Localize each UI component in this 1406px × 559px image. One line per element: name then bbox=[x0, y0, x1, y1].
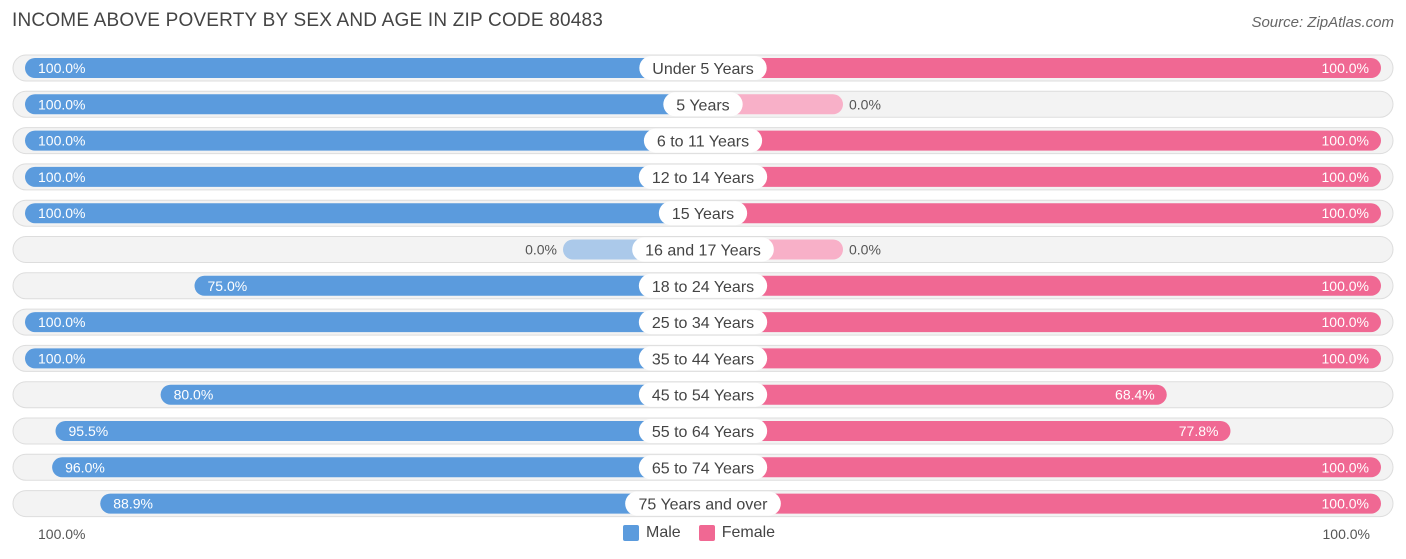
chart-title: INCOME ABOVE POVERTY BY SEX AND AGE IN Z… bbox=[12, 10, 604, 31]
category-pill-18-to-24-years bbox=[638, 273, 768, 298]
male-value-5-years: 100.0% bbox=[38, 96, 85, 112]
female-bar-18-to-24-years bbox=[703, 275, 1381, 296]
category-pill-75-years-and-over bbox=[625, 491, 781, 516]
category-pill-35-to-44-years bbox=[638, 346, 768, 371]
male-bar-18-to-24-years bbox=[194, 275, 703, 296]
female-bar-45-to-54-years bbox=[703, 384, 1167, 405]
category-label-25-to-34-years: 25 to 34 Years bbox=[652, 315, 754, 332]
male-value-under-5-years: 100.0% bbox=[38, 60, 85, 76]
category-label-16-and-17-years: 16 and 17 Years bbox=[645, 243, 761, 260]
male-value-18-to-24-years: 75.0% bbox=[208, 278, 248, 294]
category-label-55-to-64-years: 55 to 64 Years bbox=[652, 424, 754, 441]
female-bar-6-to-11-years bbox=[703, 130, 1381, 151]
female-value-75-years-and-over: 100.0% bbox=[1322, 496, 1369, 512]
source-label: Source: ZipAtlas.com bbox=[1251, 14, 1394, 31]
female-value-12-to-14-years: 100.0% bbox=[1322, 169, 1369, 185]
category-label-75-years-and-over: 75 Years and over bbox=[639, 497, 769, 514]
male-bar-5-years bbox=[25, 94, 703, 115]
male-value-65-to-74-years: 96.0% bbox=[65, 459, 105, 475]
female-bar-35-to-44-years bbox=[703, 348, 1381, 369]
male-bar-6-to-11-years bbox=[25, 130, 703, 151]
female-value-65-to-74-years: 100.0% bbox=[1322, 459, 1369, 475]
female-bar-55-to-64-years bbox=[703, 421, 1231, 441]
category-label-18-to-24-years: 18 to 24 Years bbox=[652, 279, 754, 296]
category-pill-25-to-34-years bbox=[638, 310, 768, 335]
male-value-55-to-64-years: 95.5% bbox=[69, 423, 109, 439]
category-pill-12-to-14-years bbox=[638, 164, 768, 189]
male-value-45-to-54-years: 80.0% bbox=[174, 387, 214, 403]
female-bar-under-5-years bbox=[703, 58, 1381, 78]
male-value-6-to-11-years: 100.0% bbox=[38, 133, 85, 149]
legend-item-male: Male bbox=[623, 524, 681, 542]
female-value-15-years: 100.0% bbox=[1322, 205, 1369, 221]
category-pill-16-and-17-years bbox=[632, 237, 774, 262]
female-value-16-and-17-years: 0.0% bbox=[849, 242, 881, 258]
category-label-12-to-14-years: 12 to 14 Years bbox=[652, 170, 754, 187]
category-label-45-to-54-years: 45 to 54 Years bbox=[652, 388, 754, 405]
female-value-18-to-24-years: 100.0% bbox=[1322, 278, 1369, 294]
category-label-65-to-74-years: 65 to 74 Years bbox=[652, 460, 754, 477]
legend: Male Female bbox=[623, 524, 793, 542]
female-bar-65-to-74-years bbox=[703, 457, 1381, 478]
category-pill-5-years bbox=[663, 92, 743, 117]
male-value-35-to-44-years: 100.0% bbox=[38, 350, 85, 366]
male-bar-45-to-54-years bbox=[160, 384, 704, 405]
female-bar-15-years bbox=[703, 203, 1381, 224]
legend-label-male: Male bbox=[646, 524, 681, 541]
male-value-15-years: 100.0% bbox=[38, 205, 85, 221]
male-bar-65-to-74-years bbox=[52, 457, 704, 478]
category-label-35-to-44-years: 35 to 44 Years bbox=[652, 351, 754, 368]
male-bar-under-5-years bbox=[25, 58, 703, 78]
category-pill-15-years bbox=[658, 201, 748, 226]
male-bar-75-years-and-over bbox=[100, 493, 704, 514]
category-pill-65-to-74-years bbox=[638, 455, 768, 480]
male-bar-12-to-14-years bbox=[25, 166, 703, 187]
category-pill-55-to-64-years bbox=[638, 419, 768, 443]
category-pill-under-5-years bbox=[639, 56, 767, 80]
category-label-under-5-years: Under 5 Years bbox=[652, 61, 753, 78]
female-value-25-to-34-years: 100.0% bbox=[1322, 314, 1369, 330]
female-bar-75-years-and-over bbox=[703, 493, 1381, 514]
category-label-15-years: 15 Years bbox=[672, 206, 734, 223]
axis-left-label: 100.0% bbox=[38, 526, 86, 542]
female-value-5-years: 0.0% bbox=[849, 96, 881, 112]
male-value-16-and-17-years: 0.0% bbox=[525, 242, 557, 258]
female-value-under-5-years: 100.0% bbox=[1322, 60, 1369, 76]
female-value-6-to-11-years: 100.0% bbox=[1322, 133, 1369, 149]
legend-swatch-male bbox=[623, 525, 639, 541]
female-bar-25-to-34-years bbox=[703, 312, 1381, 333]
male-bar-25-to-34-years bbox=[25, 312, 703, 333]
category-label-5-years: 5 Years bbox=[676, 97, 729, 114]
chart-area: 100.0% 100.0% Under 5 Years 100.0% 0.0% 5 Yea… bbox=[12, 54, 1394, 518]
female-value-55-to-64-years: 77.8% bbox=[1179, 423, 1219, 439]
legend-swatch-female bbox=[698, 525, 715, 541]
male-bar-35-to-44-years bbox=[25, 348, 703, 369]
male-bar-55-to-64-years bbox=[55, 421, 703, 441]
axis-right-label: 100.0% bbox=[1322, 526, 1370, 542]
male-bar-15-years bbox=[25, 203, 703, 224]
female-value-35-to-44-years: 100.0% bbox=[1322, 350, 1369, 366]
category-pill-45-to-54-years bbox=[638, 382, 768, 407]
male-value-12-to-14-years: 100.0% bbox=[38, 169, 85, 185]
category-pill-6-to-11-years bbox=[643, 128, 763, 153]
female-bar-12-to-14-years bbox=[703, 166, 1381, 187]
male-value-75-years-and-over: 88.9% bbox=[113, 496, 153, 512]
female-value-45-to-54-years: 68.4% bbox=[1115, 387, 1155, 403]
category-label-6-to-11-years: 6 to 11 Years bbox=[657, 134, 749, 151]
legend-label-female: Female bbox=[721, 524, 776, 541]
male-value-25-to-34-years: 100.0% bbox=[38, 314, 85, 330]
legend-item-female: Female bbox=[698, 524, 776, 542]
